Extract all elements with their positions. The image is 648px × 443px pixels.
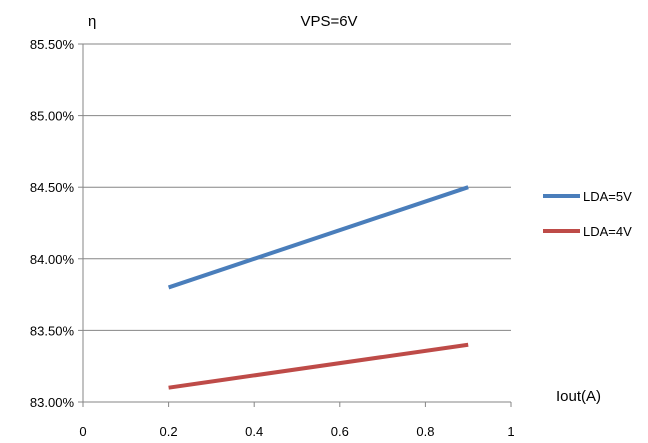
legend-label-0: LDA=5V xyxy=(583,189,632,204)
gridlines xyxy=(78,43,511,403)
series-line-1 xyxy=(168,342,469,390)
x-tick-label-0: 0 xyxy=(79,424,86,439)
y-tick-label-1: 83.50% xyxy=(30,323,75,338)
legend: LDA=5V LDA=4V xyxy=(543,189,632,239)
chart-title: VPS=6V xyxy=(300,13,357,30)
x-tick-label-1: 0.2 xyxy=(160,424,178,439)
y-tick-labels: 83.00% 83.50% 84.00% 84.50% 85.00% 85.50% xyxy=(30,37,75,410)
x-axis-label: Iout(A) xyxy=(556,388,601,405)
y-tick-label-2: 84.00% xyxy=(30,252,75,267)
x-tick-label-4: 0.8 xyxy=(416,424,434,439)
x-tick-label-3: 0.6 xyxy=(331,424,349,439)
x-tick-label-2: 0.4 xyxy=(245,424,263,439)
y-tick-label-3: 84.50% xyxy=(30,180,75,195)
y-tick-label-5: 85.50% xyxy=(30,37,75,52)
x-tick-labels: 0 0.2 0.4 0.6 0.8 1 xyxy=(79,424,514,439)
legend-label-1: LDA=4V xyxy=(583,224,632,239)
y-axis-label: η xyxy=(88,13,96,30)
series-line-0 xyxy=(167,185,469,290)
series-lines xyxy=(167,185,469,390)
y-tick-label-4: 85.00% xyxy=(30,109,75,124)
axes xyxy=(82,44,512,407)
x-tick-label-5: 1 xyxy=(507,424,514,439)
y-tick-label-0: 83.00% xyxy=(30,395,75,410)
